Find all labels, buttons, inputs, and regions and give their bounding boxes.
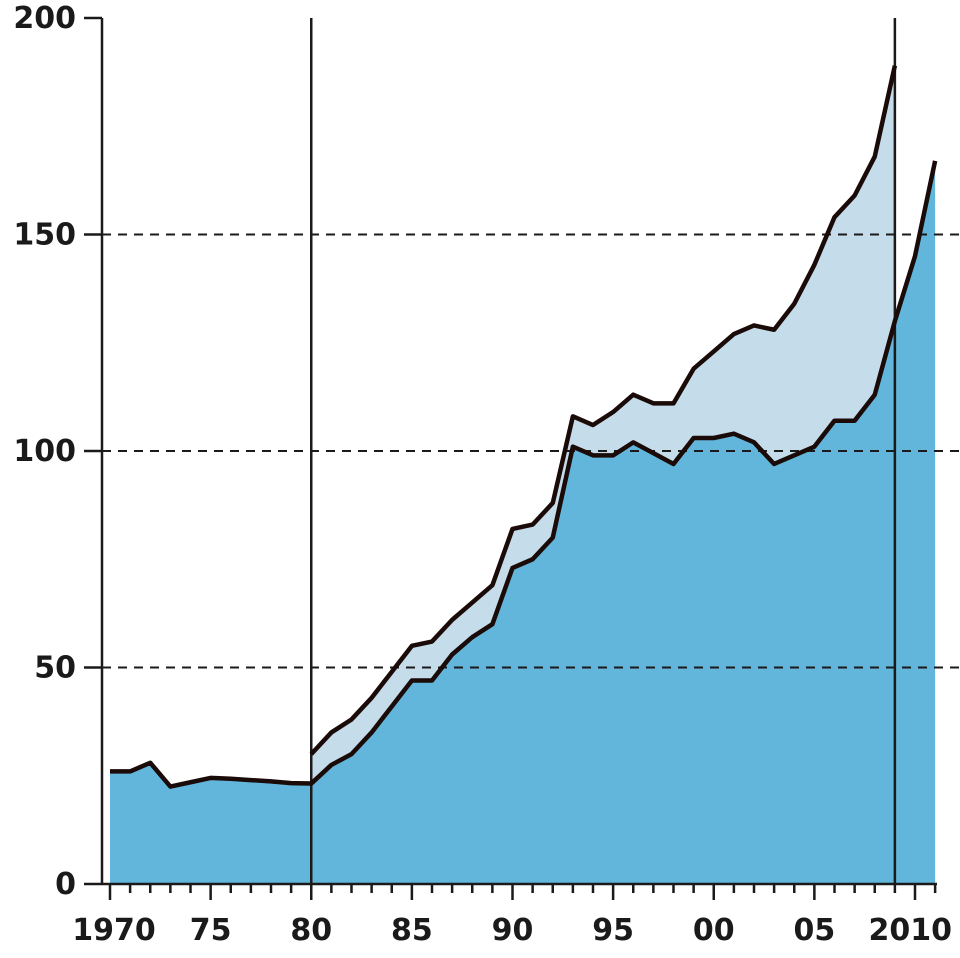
series-line-upper — [309, 65, 898, 756]
tick-labels: 0 50 100 150 200 1970 75 80 85 90 95 00 05 2010 — [13, 1, 952, 948]
y-tick-label-200: 200 — [13, 1, 76, 36]
y-tick-label-50: 50 — [34, 651, 76, 686]
area-fills — [110, 65, 936, 884]
axes — [84, 16, 937, 900]
y-tick-label-0: 0 — [55, 867, 76, 902]
x-tick-label-05: 05 — [794, 913, 836, 948]
vertical-markers — [310, 18, 897, 884]
x-tick-label-75: 75 — [190, 913, 232, 948]
x-tick-label-00: 00 — [693, 913, 735, 948]
y-tick-label-150: 150 — [13, 218, 76, 253]
upper-band-area — [311, 65, 895, 784]
x-tick-label-2010: 2010 — [869, 913, 953, 948]
y-tick-label-100: 100 — [13, 434, 76, 469]
lower-area — [110, 160, 936, 884]
x-tick-label-80: 80 — [290, 913, 332, 948]
x-tick-label-90: 90 — [492, 913, 534, 948]
series-line-lower — [110, 160, 938, 789]
series-lines — [110, 65, 938, 789]
x-tick-label-1970: 1970 — [72, 913, 156, 948]
x-tick-label-85: 85 — [391, 913, 433, 948]
x-tick-label-95: 95 — [592, 913, 634, 948]
